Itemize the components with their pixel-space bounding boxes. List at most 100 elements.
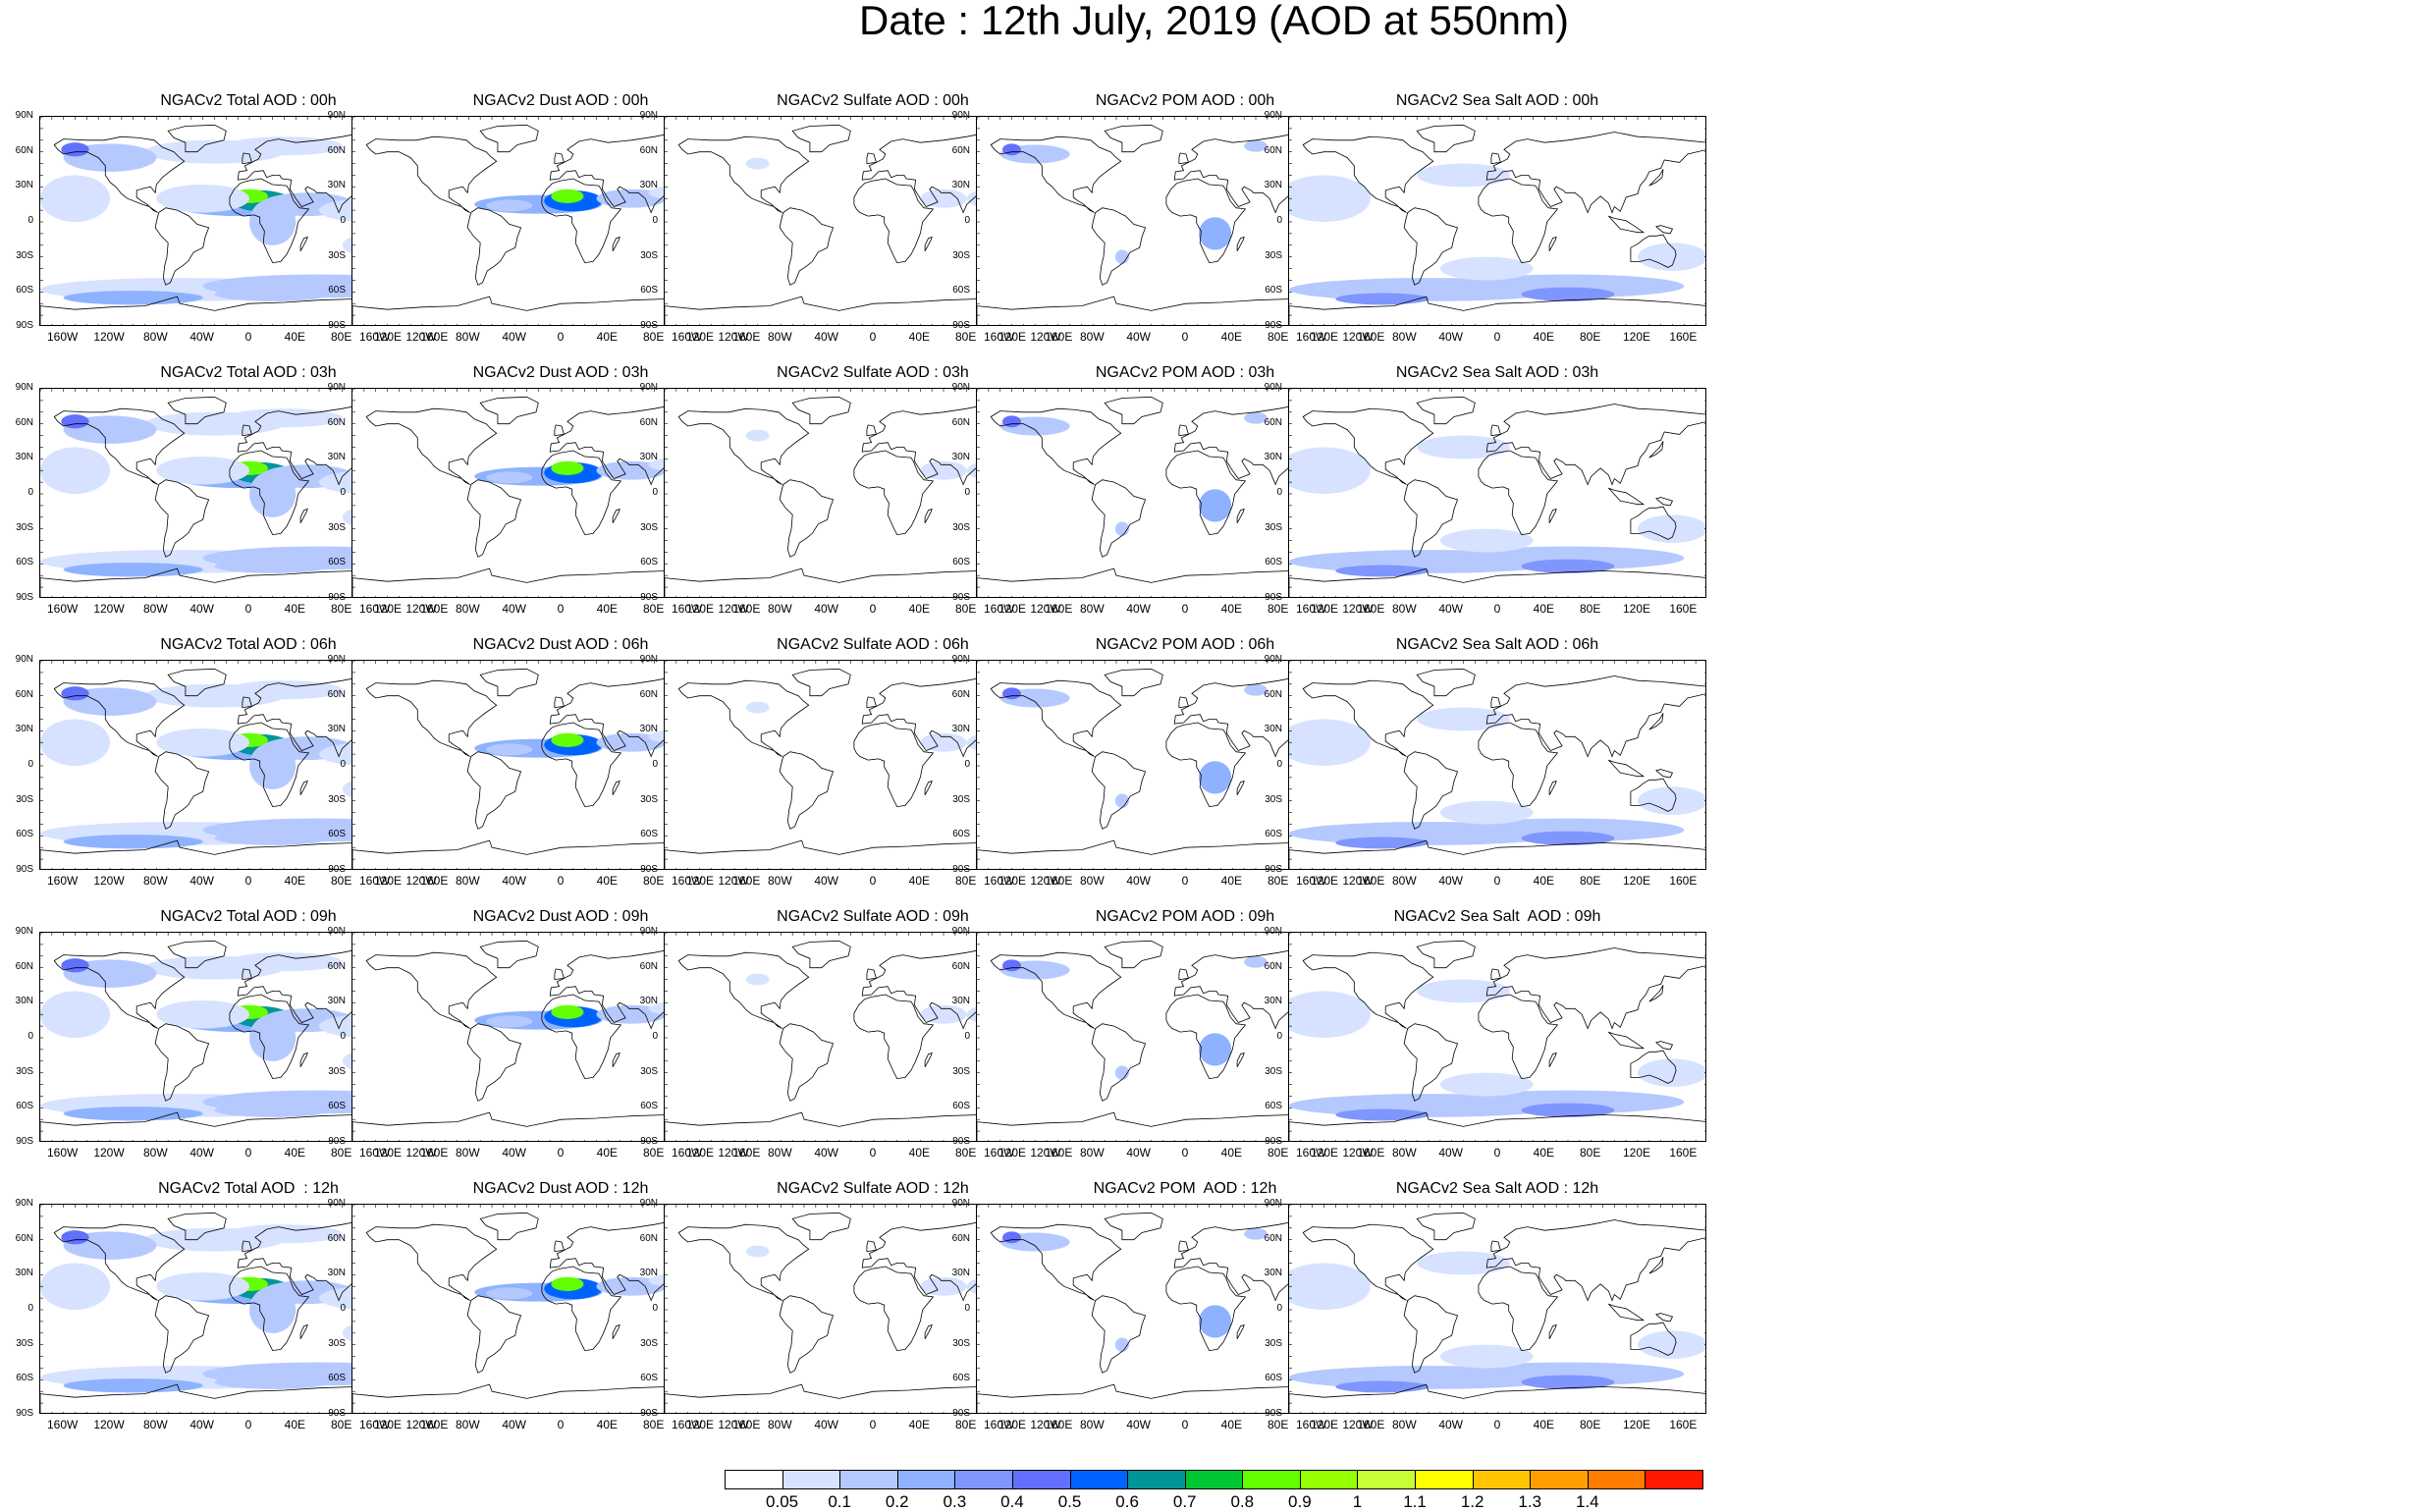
- lon-label: 160W: [358, 1146, 391, 1160]
- lon-label: 120W: [718, 1418, 749, 1431]
- coastline: [299, 236, 308, 251]
- aod-field: [249, 198, 297, 245]
- aod-field: [1521, 559, 1615, 573]
- panel-title: NGACv2 Dust AOD : 09h: [472, 908, 649, 925]
- coastline: [229, 994, 310, 1080]
- lat-label: 60S: [952, 1373, 970, 1384]
- world-map: [1288, 660, 1706, 870]
- lat-label: 60N: [1264, 688, 1282, 700]
- colorbar-tick-label: 0.1: [828, 1492, 851, 1511]
- lat-label: 0: [27, 215, 33, 226]
- colorbar-swatch: [1242, 1470, 1301, 1489]
- aod-field: [745, 973, 770, 986]
- lat-label: 90S: [328, 864, 346, 875]
- coastline: [352, 839, 769, 869]
- lat-label: 30S: [1265, 249, 1282, 261]
- coastline: [612, 780, 620, 795]
- lon-label: 120W: [718, 874, 749, 888]
- panel-title: NGACv2 Total AOD : 09h: [160, 908, 337, 925]
- aod-field: [156, 728, 249, 757]
- lon-label: 40W: [1438, 1418, 1463, 1431]
- lat-label: 60S: [1265, 1373, 1282, 1384]
- lon-label: 40E: [908, 1418, 931, 1431]
- lon-label: 40E: [596, 1146, 619, 1160]
- coastline: [924, 780, 933, 795]
- lat-label: 0: [964, 215, 970, 226]
- coastline: [1289, 839, 1705, 869]
- coastline: [242, 968, 252, 981]
- lon-label: 80W: [1079, 874, 1105, 888]
- coastline: [866, 152, 877, 165]
- lat-label: 60S: [1265, 829, 1282, 840]
- lat-label: 90N: [639, 926, 658, 937]
- aod-field: [156, 456, 249, 485]
- lon-label: 120W: [1342, 1146, 1374, 1160]
- lat-label: 0: [27, 759, 33, 770]
- lon-label: 0: [869, 874, 877, 888]
- panel-title: NGACv2 Total AOD : 03h: [160, 364, 337, 381]
- lat-label: 90S: [952, 1408, 970, 1419]
- lat-label: 0: [1276, 759, 1282, 770]
- lat-label: 30N: [1264, 452, 1282, 463]
- lat-label: 30S: [1265, 1065, 1282, 1077]
- aod-field: [1451, 1362, 1685, 1386]
- lon-label: 40W: [502, 874, 526, 888]
- lat-label: 90N: [1264, 1198, 1282, 1209]
- coastline: [365, 407, 498, 485]
- coastline: [167, 668, 227, 697]
- coastline: [1490, 696, 1501, 709]
- lon-label: 160W: [46, 1146, 79, 1160]
- coastline: [791, 124, 851, 153]
- lat-label: 60S: [16, 1373, 33, 1384]
- coastline: [1302, 135, 1434, 213]
- lon-label: 160W: [671, 330, 703, 344]
- coastline: [1648, 713, 1664, 730]
- coastline: [924, 236, 933, 251]
- coastline: [541, 722, 622, 808]
- aod-field: [1199, 1033, 1232, 1066]
- aod-field: [156, 1271, 249, 1301]
- lon-label: 120W: [1342, 602, 1374, 616]
- coastline: [1236, 1052, 1245, 1067]
- coastline: [677, 1223, 810, 1301]
- aod-field: [596, 732, 667, 752]
- coastline: [779, 1295, 835, 1374]
- aod-field: [63, 1378, 203, 1393]
- aod-field: [61, 142, 89, 157]
- lon-label: 120W: [1030, 602, 1061, 616]
- aod-field: [1199, 217, 1232, 250]
- lat-label: 60S: [640, 285, 658, 297]
- lon-label: 80W: [142, 602, 168, 616]
- lon-label: 40W: [1438, 602, 1463, 616]
- lat-label: 0: [340, 487, 346, 498]
- aod-field: [214, 831, 331, 845]
- lat-label: 60N: [15, 416, 33, 428]
- aod-field: [1289, 719, 1371, 766]
- coastline: [1478, 1266, 1559, 1352]
- world-map: [1288, 388, 1706, 598]
- coastline: [791, 668, 851, 697]
- coastline: [1416, 940, 1476, 969]
- panel-title: NGACv2 Sea Salt AOD : 03h: [1395, 364, 1599, 381]
- lon-label: 120E: [1622, 1418, 1651, 1431]
- coastline: [665, 1383, 1081, 1413]
- lon-label: 120W: [405, 874, 437, 888]
- aod-field: [61, 1230, 89, 1245]
- lon-label: 120E: [685, 602, 715, 616]
- colorbar-tick-label: 1.1: [1403, 1492, 1427, 1511]
- aod-field: [1521, 1375, 1615, 1389]
- aod-field: [486, 743, 533, 756]
- map-panel: NGACv2 Sea Salt AOD : 03h 90N 60N 30N 0 30S 60…: [1249, 364, 1720, 618]
- aod-field: [63, 563, 203, 577]
- coastline: [1165, 178, 1247, 264]
- coastline: [1655, 1041, 1674, 1051]
- lat-label: 30S: [1265, 793, 1282, 805]
- lat-label: 90N: [951, 654, 970, 665]
- lon-label: 160W: [46, 330, 79, 344]
- colorbar-swatch: [1011, 1470, 1071, 1489]
- lon-label: 80W: [142, 1418, 168, 1431]
- lon-label: 120E: [685, 1418, 715, 1431]
- aod-field: [1417, 979, 1510, 1003]
- lon-label: 120W: [93, 1146, 125, 1160]
- aod-field: [551, 460, 584, 475]
